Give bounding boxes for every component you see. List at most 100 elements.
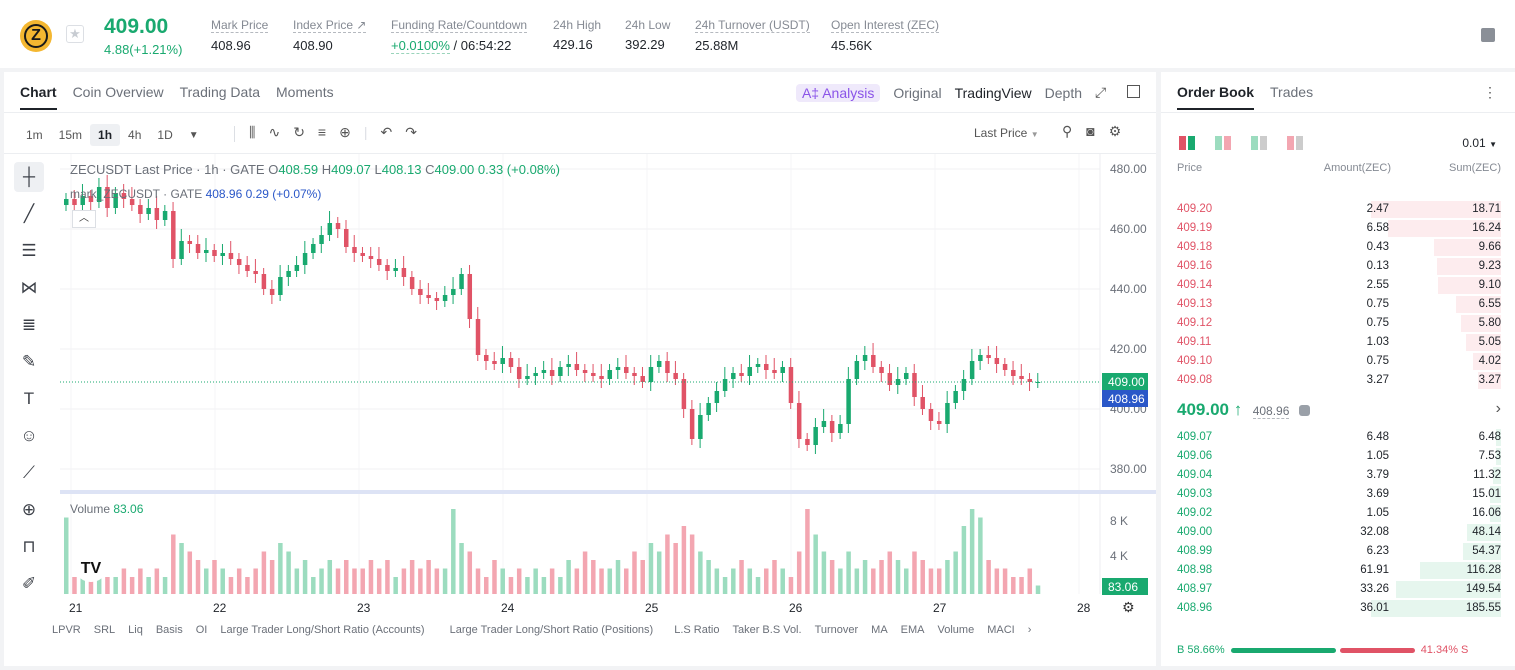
redo-icon[interactable]: ↷ xyxy=(405,124,417,140)
expand-icon[interactable]: ⤢ xyxy=(1095,84,1107,100)
stat-label[interactable]: Mark Price xyxy=(211,18,269,33)
undo-icon[interactable]: ↶ xyxy=(380,124,393,140)
bid-row[interactable]: 409.02 1.05 16.06 xyxy=(1161,504,1515,523)
bid-row[interactable]: 409.07 6.48 6.48 xyxy=(1161,428,1515,447)
ask-row[interactable]: 409.16 0.13 9.23 xyxy=(1161,257,1515,276)
chevron-right-icon[interactable]: › xyxy=(1495,400,1501,417)
indicator-item[interactable]: OI xyxy=(195,624,208,636)
ruler-icon[interactable]: ⟋ xyxy=(23,463,35,482)
timeframe-4h[interactable]: 4h xyxy=(128,128,142,142)
ai-analysis-button[interactable]: A‡ Analysis xyxy=(795,84,881,102)
bid-row[interactable]: 408.96 36.01 185.55 xyxy=(1161,599,1515,618)
view-asks-icon[interactable] xyxy=(1287,136,1303,150)
magnet-icon[interactable]: ⊓ xyxy=(22,537,36,556)
indicator-item[interactable]: Basis xyxy=(155,624,183,636)
ask-row[interactable]: 409.13 0.75 6.55 xyxy=(1161,295,1515,314)
more-options-icon[interactable]: ⋮ xyxy=(1483,84,1497,100)
candle xyxy=(278,277,283,295)
tab-chart[interactable]: Chart xyxy=(20,84,57,110)
collapse-legend-icon[interactable]: ︿ xyxy=(72,210,96,228)
indicator-item[interactable]: SRL xyxy=(93,624,116,636)
tab-moments[interactable]: Moments xyxy=(276,84,334,100)
brush-icon[interactable]: ✎ xyxy=(21,352,37,371)
replay-icon[interactable]: ↻ xyxy=(293,124,305,140)
tab-order-book[interactable]: Order Book xyxy=(1177,84,1255,110)
indicator-item[interactable]: Turnover xyxy=(814,624,859,636)
precision-select[interactable]: 0.01 ▼ xyxy=(1462,136,1497,150)
view-depth[interactable]: Depth xyxy=(1044,85,1082,101)
chevron-right-icon[interactable]: › xyxy=(1027,624,1032,636)
gear-icon[interactable]: ⚙ xyxy=(1108,123,1122,139)
stat-label[interactable]: Open Interest (ZEC) xyxy=(831,18,940,33)
bid-row[interactable]: 409.04 3.79 11.32 xyxy=(1161,466,1515,485)
candlestick-type-icon[interactable]: ⫼ xyxy=(249,124,256,140)
view-both-icon[interactable] xyxy=(1179,136,1195,150)
fullscreen-icon[interactable] xyxy=(1127,85,1140,98)
indicator-item[interactable]: EMA xyxy=(900,624,925,636)
candle xyxy=(829,421,835,433)
ask-row[interactable]: 409.12 0.75 5.80 xyxy=(1161,314,1515,333)
ask-row[interactable]: 409.19 6.58 16.24 xyxy=(1161,219,1515,238)
indicators-icon[interactable]: ∿ xyxy=(268,124,281,140)
indicator-item[interactable]: LPVR xyxy=(52,624,81,636)
indicator-item[interactable]: Volume xyxy=(937,624,975,636)
search-icon[interactable]: ⚲ xyxy=(1062,123,1073,139)
tab-coin-overview[interactable]: Coin Overview xyxy=(72,84,164,100)
pattern-icon[interactable]: ⋈ xyxy=(20,278,38,297)
fib-icon[interactable]: ≣ xyxy=(21,315,37,334)
indicator-item[interactable]: MA xyxy=(871,624,888,636)
add-indicator-icon[interactable]: ⊕ xyxy=(339,124,351,140)
tab-trading-data[interactable]: Trading Data xyxy=(179,84,261,100)
indicator-item[interactable]: L.S Ratio xyxy=(674,624,720,636)
crosshair-icon[interactable]: ┼ xyxy=(14,162,44,192)
ask-row[interactable]: 409.18 0.43 9.66 xyxy=(1161,238,1515,257)
legend-title: ZECUSDT Last Price · 1h · GATE xyxy=(70,162,265,177)
candle xyxy=(516,367,522,379)
trend-line-icon[interactable]: ╱ xyxy=(23,204,35,223)
stat-label[interactable]: Funding Rate/Countdown xyxy=(391,18,528,33)
bid-row[interactable]: 409.03 3.69 15.01 xyxy=(1161,485,1515,504)
indicator-item[interactable]: Large Trader Long/Short Ratio (Positions… xyxy=(449,624,654,636)
bid-row[interactable]: 408.99 6.23 54.37 xyxy=(1161,542,1515,561)
indicator-item[interactable]: Large Trader Long/Short Ratio (Accounts) xyxy=(220,624,425,636)
ask-row[interactable]: 409.14 2.55 9.10 xyxy=(1161,276,1515,295)
price-chart[interactable]: 480.00460.00440.00420.00400.00380.00409.… xyxy=(60,154,1156,614)
emoji-icon[interactable]: ☺ xyxy=(20,426,38,445)
text-tool-icon[interactable]: T xyxy=(23,389,35,408)
horizontal-lines-icon[interactable]: ☰ xyxy=(21,241,37,260)
ask-row[interactable]: 409.10 0.75 4.02 xyxy=(1161,352,1515,371)
chevron-down-icon[interactable]: ▼ xyxy=(188,129,199,141)
candle xyxy=(739,373,744,376)
stat-label[interactable]: 24h Turnover (USDT) xyxy=(695,18,810,33)
templates-icon[interactable]: ≡ xyxy=(317,124,327,140)
favorite-star-icon[interactable]: ★ xyxy=(66,25,84,43)
ask-row[interactable]: 409.08 3.27 3.27 xyxy=(1161,371,1515,390)
x-tick: 25 xyxy=(645,601,659,614)
indicator-item[interactable]: MACI xyxy=(987,624,1015,636)
indicator-item[interactable]: Taker B.S Vol. xyxy=(732,624,802,636)
price-source-select[interactable]: Last Price ▼ xyxy=(974,126,1039,140)
guide-book-icon[interactable] xyxy=(1481,28,1495,42)
bid-row[interactable]: 408.97 33.26 149.54 xyxy=(1161,580,1515,599)
timeframe-1d[interactable]: 1D xyxy=(157,128,173,142)
timeframe-1h[interactable]: 1h xyxy=(90,124,121,146)
bid-row[interactable]: 409.06 1.05 7.53 xyxy=(1161,447,1515,466)
tab-trades[interactable]: Trades xyxy=(1270,84,1314,100)
candle xyxy=(475,319,481,355)
ask-row[interactable]: 409.20 2.47 18.71 xyxy=(1161,200,1515,219)
x-tick: 24 xyxy=(501,601,515,614)
edit-icon[interactable]: ✐ xyxy=(21,574,37,593)
timeframe-15m[interactable]: 15m xyxy=(58,128,83,142)
bid-row[interactable]: 409.00 32.08 48.14 xyxy=(1161,523,1515,542)
view-original[interactable]: Original xyxy=(893,85,942,101)
view-tradingview[interactable]: TradingView xyxy=(954,85,1032,101)
indicator-item[interactable]: Liq xyxy=(128,624,143,636)
zoom-in-icon[interactable]: ⊕ xyxy=(21,500,37,519)
timeframe-1m[interactable]: 1m xyxy=(26,128,43,142)
bid-row[interactable]: 408.98 61.91 116.28 xyxy=(1161,561,1515,580)
camera-icon[interactable]: ◙ xyxy=(1086,123,1095,139)
view-bids-icon[interactable] xyxy=(1251,136,1267,150)
ask-row[interactable]: 409.11 1.03 5.05 xyxy=(1161,333,1515,352)
stat-label[interactable]: Index Price ↗ xyxy=(293,18,367,33)
view-asks-bids-icon[interactable] xyxy=(1215,136,1231,150)
